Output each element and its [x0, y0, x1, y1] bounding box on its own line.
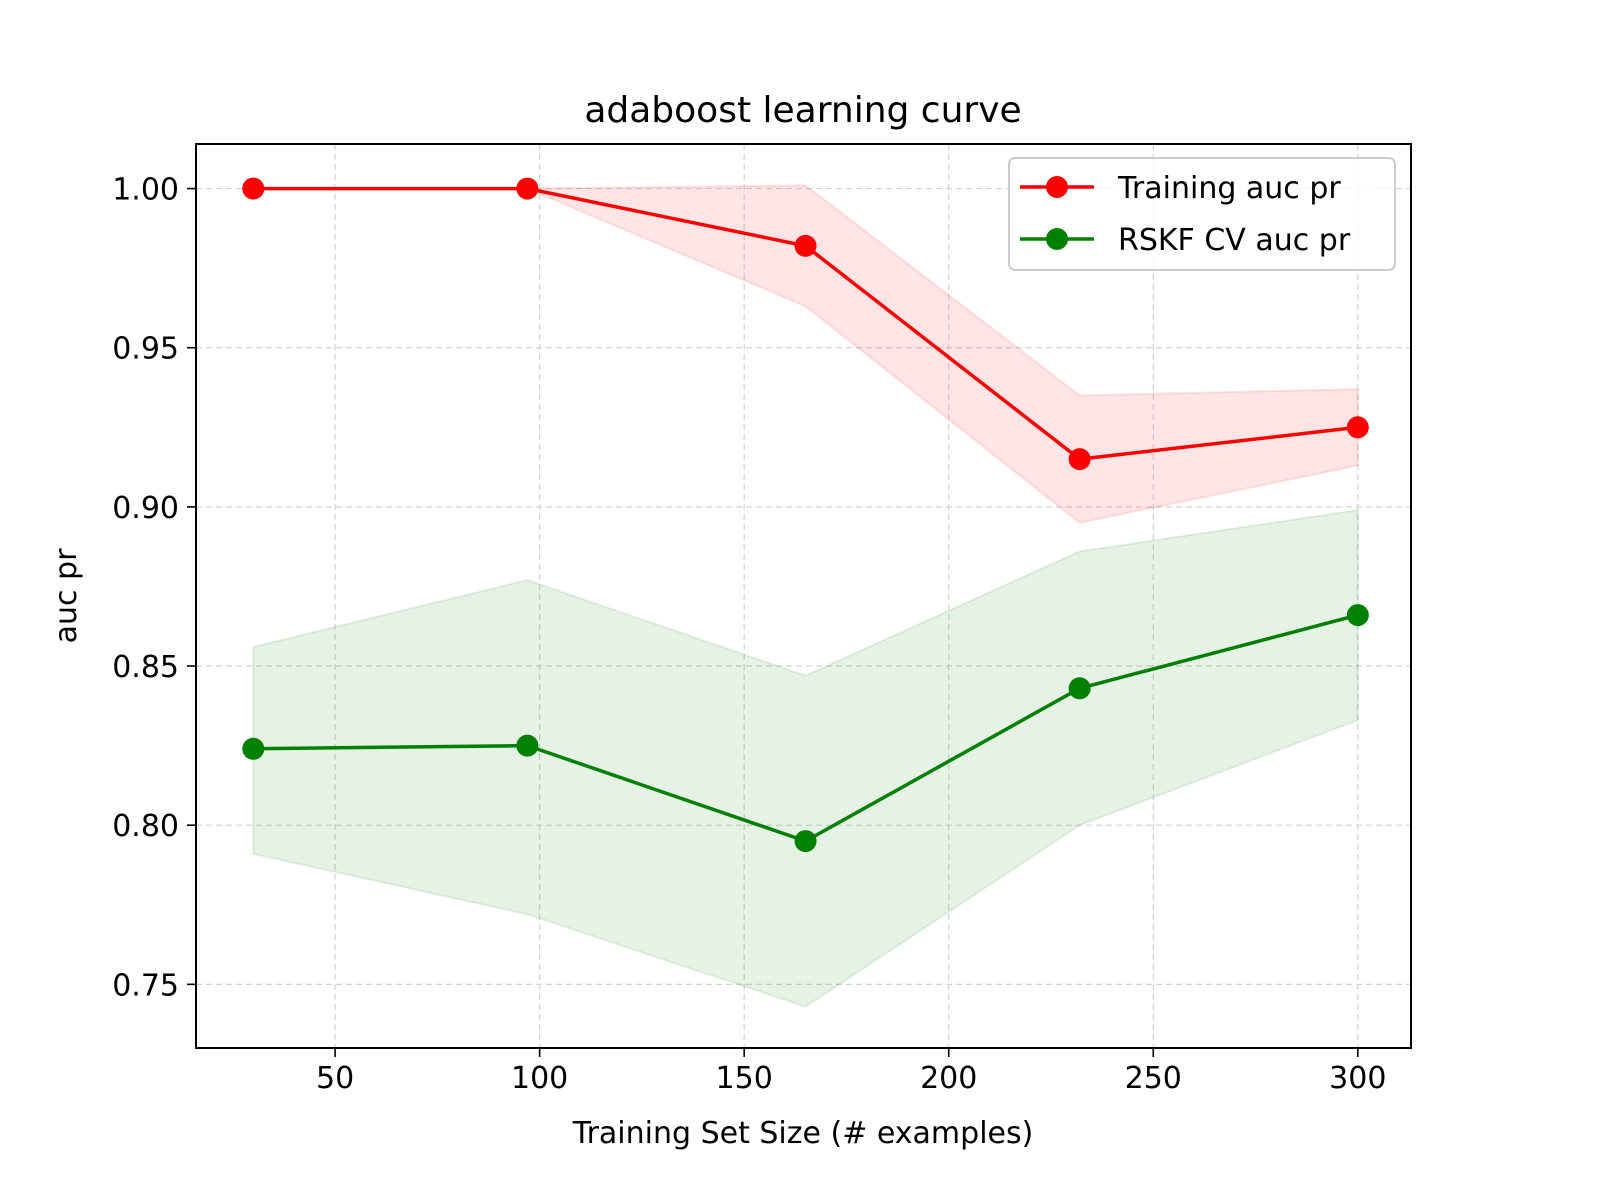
- legend: Training auc pr RSKF CV auc pr: [1008, 157, 1396, 271]
- y-tick-label: 0.90: [112, 491, 179, 526]
- legend-entries: Training auc pr RSKF CV auc pr: [1020, 171, 1351, 258]
- plot-frame: [195, 143, 1412, 1049]
- band-series-2: [252, 508, 1359, 1008]
- y-tick-label: 0.80: [112, 809, 179, 844]
- point-series-2: [516, 734, 539, 757]
- point-series-1: [794, 234, 817, 257]
- point-series-2: [1068, 677, 1091, 700]
- legend-marker-2: [1046, 228, 1068, 250]
- point-series-1: [1068, 448, 1091, 471]
- point-series-1: [1346, 416, 1369, 439]
- series-points: [242, 177, 1369, 853]
- point-series-1: [242, 177, 265, 200]
- y-tick-label: 0.95: [112, 332, 179, 367]
- chart-title: adaboost learning curve: [584, 90, 1021, 131]
- point-series-1: [516, 177, 539, 200]
- x-tick-label: 100: [511, 1061, 568, 1096]
- y-tick-label: 1.00: [112, 173, 179, 208]
- x-tick-label: 200: [920, 1061, 977, 1096]
- legend-box: [1008, 157, 1396, 271]
- legend-marker-1: [1046, 176, 1068, 198]
- legend-label-2: RSKF CV auc pr: [1118, 223, 1351, 258]
- y-tick-label: 0.75: [112, 968, 179, 1003]
- y-axis-title: auc pr: [49, 548, 84, 643]
- legend-label-1: Training auc pr: [1117, 171, 1341, 206]
- point-series-2: [242, 737, 265, 760]
- x-tick-label: 50: [316, 1061, 354, 1096]
- point-series-2: [1346, 604, 1369, 627]
- axis-ticks: 50 100 150 200 250 300 0.75 0.80 0.85 0.90 0.95 1.0…: [112, 173, 1386, 1096]
- x-tick-label: 150: [716, 1061, 773, 1096]
- x-tick-label: 250: [1125, 1061, 1182, 1096]
- x-tick-label: 300: [1329, 1061, 1386, 1096]
- y-tick-label: 0.85: [112, 650, 179, 685]
- x-axis-title: Training Set Size (# examples): [572, 1116, 1034, 1151]
- point-series-2: [794, 830, 817, 853]
